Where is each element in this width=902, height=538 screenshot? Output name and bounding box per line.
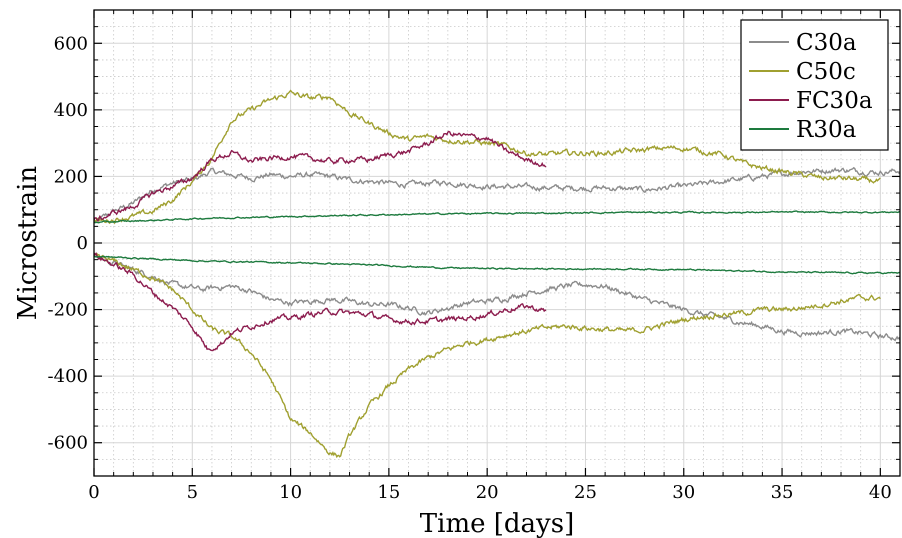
series-line-c30a-lower [93, 253, 901, 342]
legend-label-c50c: C50c [796, 59, 856, 85]
series-line-c50c-lower [93, 252, 881, 459]
axes: 0 5 10 15 20 25 30 35 40 -600 -400 -200 0 200 400 600 [48, 9, 901, 503]
series-line-fc30a-upper [93, 130, 547, 223]
x-tick-label: 25 [574, 482, 597, 503]
x-tick-label: 30 [672, 482, 695, 503]
legend-label-c30a: C30a [796, 30, 857, 56]
legend-label-r30a: R30a [796, 117, 857, 143]
series-line-c50c-upper [93, 89, 881, 225]
y-tick-label: 200 [54, 166, 88, 187]
y-tick-label: -600 [48, 433, 88, 454]
y-tick-label: 0 [77, 233, 88, 254]
x-tick-label: 5 [187, 482, 198, 503]
x-tick-label: 35 [771, 482, 794, 503]
y-tick-label: -400 [48, 366, 88, 387]
x-tick-label: 20 [476, 482, 499, 503]
series-line-r30a-lower [93, 255, 901, 275]
series-line-fc30a-lower [93, 252, 547, 352]
x-tick-label: 0 [88, 482, 99, 503]
plot-lines [93, 89, 901, 459]
series-line-r30a-upper [93, 210, 901, 224]
y-tick-label: 400 [54, 100, 88, 121]
series-line-c30a-upper [93, 166, 901, 224]
x-tick-label: 15 [377, 482, 400, 503]
x-tick-label: 10 [279, 482, 302, 503]
y-tick-label: -200 [48, 300, 88, 321]
y-axis-label: Microstrain [13, 166, 43, 321]
y-tick-label: 600 [54, 33, 88, 54]
x-axis-label: Time [days] [420, 509, 574, 538]
legend-label-fc30a: FC30a [796, 88, 873, 114]
x-tick-label: 40 [869, 482, 892, 503]
legend: C30a C50c FC30a R30a [740, 19, 889, 151]
